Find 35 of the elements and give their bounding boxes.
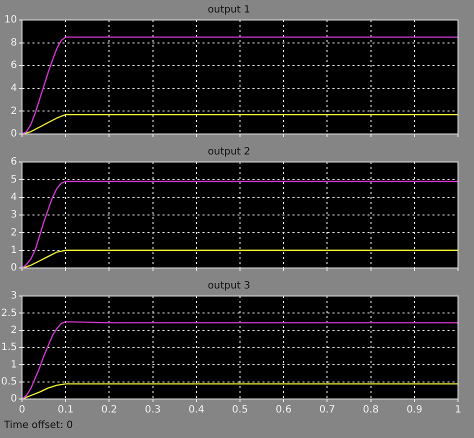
y-tick-label: 0 <box>10 394 17 405</box>
y-tick-label: 6 <box>10 156 17 168</box>
y-tick-label: 10 <box>4 14 17 26</box>
y-tick-label: 4 <box>10 82 17 94</box>
x-tick-label: 0.3 <box>144 404 161 416</box>
chart-title: output 2 <box>208 146 250 158</box>
x-tick-label: 0.8 <box>362 404 379 416</box>
y-tick-label: 8 <box>10 37 17 48</box>
x-tick-label: 0.6 <box>276 404 292 416</box>
y-tick-label: 0 <box>10 262 17 274</box>
x-tick-label: 1 <box>454 404 462 416</box>
x-tick-label: 0.5 <box>232 404 248 416</box>
y-tick-label: 4 <box>10 192 17 203</box>
y-tick-label: 3 <box>10 290 17 302</box>
y-tick-label: 0.5 <box>1 376 17 388</box>
y-tick-label: 1.5 <box>1 342 17 354</box>
y-tick-label: 3 <box>10 210 17 221</box>
y-tick-label: 2 <box>10 227 17 238</box>
x-tick-label: 0.2 <box>101 404 118 416</box>
x-tick-label: 0.7 <box>319 404 336 416</box>
chart-title: output 1 <box>208 4 250 16</box>
y-tick-label: 1 <box>10 359 17 370</box>
x-tick-label: 0.1 <box>58 404 74 416</box>
x-tick-label: 0 <box>18 404 26 416</box>
y-tick-label: 1 <box>10 244 17 256</box>
text: Time offset: 0 <box>3 419 74 431</box>
chart-title: output 3 <box>208 280 250 292</box>
y-tick-label: 6 <box>10 60 17 72</box>
x-tick-label: 0.4 <box>188 404 204 416</box>
y-tick-label: 2.5 <box>1 308 17 319</box>
y-tick-label: 2 <box>10 106 17 117</box>
y-tick-label: 5 <box>10 174 17 186</box>
x-tick-label: 0.9 <box>406 404 422 416</box>
y-tick-label: 0 <box>10 128 17 140</box>
y-tick-label: 2 <box>10 324 17 336</box>
